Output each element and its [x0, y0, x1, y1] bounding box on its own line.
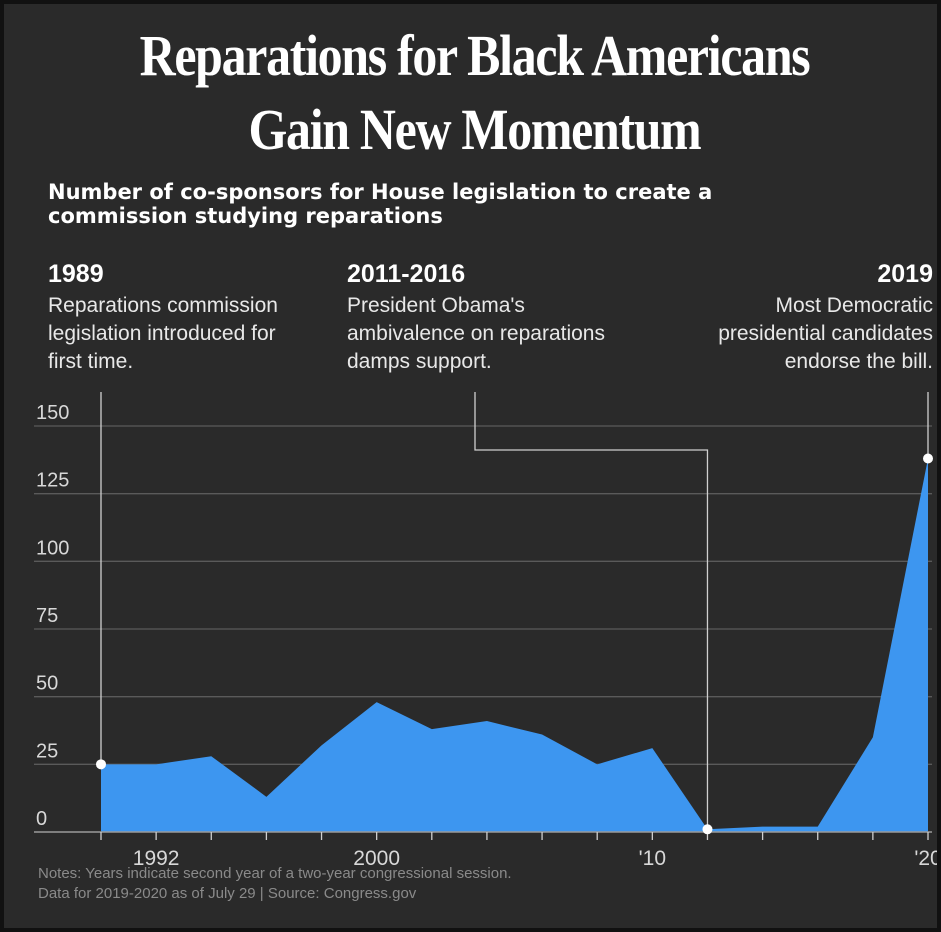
x-tick-label: 1992	[133, 847, 180, 870]
x-tick-label: 2000	[353, 847, 400, 870]
annotation-2011-2016-text: President Obama's ambivalence on reparat…	[347, 292, 605, 376]
y-tick-label: 100	[36, 537, 69, 559]
annotation-2011-2016-line: ambivalence on reparations	[347, 322, 605, 345]
annotation-1989-year: 1989	[48, 260, 104, 288]
y-tick-label: 50	[36, 673, 58, 695]
data-point-marker	[923, 453, 933, 464]
annotation-1989-line: Reparations commission	[48, 294, 278, 317]
y-tick-label: 150	[36, 402, 69, 424]
chart-card: Reparations for Black Americans Gain New…	[4, 4, 937, 928]
data-point-marker	[96, 759, 106, 770]
area-chart: 0 25 50 75 100 125 150 1992 2000 '10 '20	[34, 392, 937, 870]
annotation-1989-line: legislation introduced for	[48, 322, 276, 345]
notes-line2: Data for 2019-2020 as of July 29 | Sourc…	[38, 885, 417, 902]
y-tick-label: 0	[36, 808, 47, 830]
y-tick-label: 25	[36, 740, 58, 762]
annotation-2011-2016-line: damps support.	[347, 350, 492, 373]
annotation-2019-line: Most Democratic	[775, 294, 933, 317]
chart-subtitle-line1: Number of co-sponsors for House legislat…	[48, 180, 713, 204]
chart-subtitle-line2: commission studying reparations	[48, 204, 443, 228]
annotation-2011-2016-line: President Obama's	[347, 294, 525, 317]
annotation-2019-year: 2019	[877, 260, 933, 288]
annotation-2011-2016-year: 2011-2016	[347, 260, 466, 288]
chart-title-line2: Gain New Momentum	[248, 97, 702, 162]
chart-title-line1: Reparations for Black Americans	[139, 23, 811, 88]
annotation-2019-line: presidential candidates	[718, 322, 933, 345]
y-tick-label: 75	[36, 605, 58, 627]
y-tick-label: 125	[36, 470, 69, 492]
annotation-2019-line: endorse the bill.	[784, 350, 933, 373]
x-tick-label: '20	[914, 847, 937, 870]
annotation-1989-text: Reparations commission legislation intro…	[48, 292, 278, 376]
notes-line1: Notes: Years indicate second year of a t…	[38, 865, 512, 882]
annotation-1989-line: first time.	[48, 350, 134, 373]
series-area	[101, 458, 928, 832]
annotation-2011-2016-leader	[474, 392, 709, 830]
annotation-2019-text: Most Democratic presidential candidates …	[718, 292, 933, 376]
data-point-marker	[702, 824, 713, 835]
x-tick-label: '10	[639, 847, 666, 870]
